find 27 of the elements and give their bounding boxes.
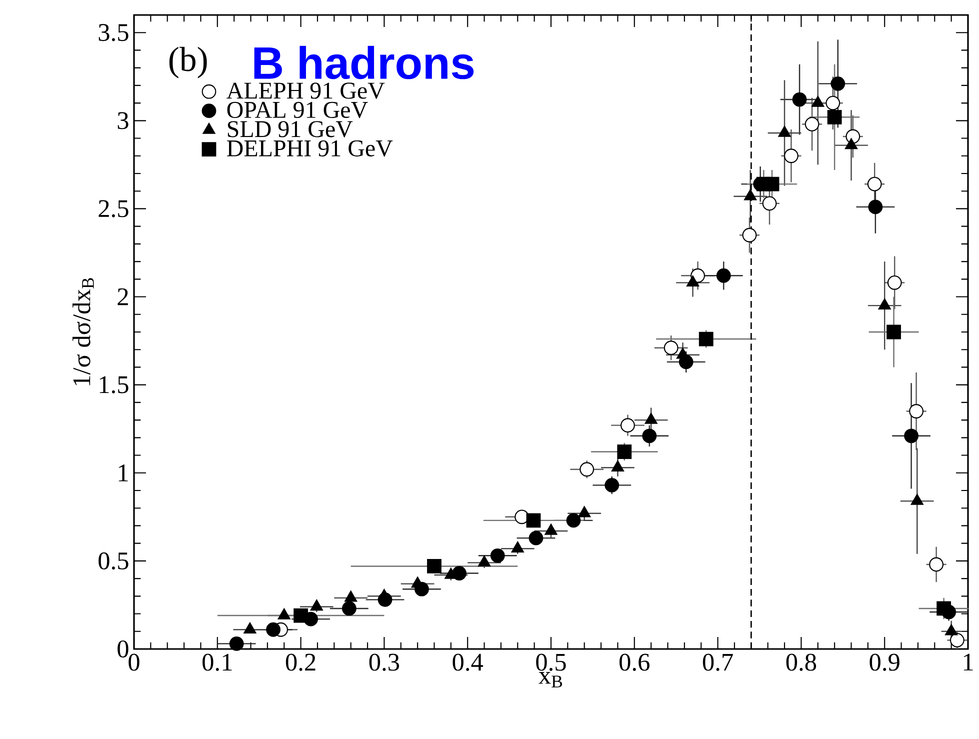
- x-tick-label: 0.2: [286, 654, 316, 671]
- x-tick-label: 0.8: [786, 654, 816, 671]
- y-tick-label: 2: [118, 288, 128, 306]
- y-tick-label: 3.5: [98, 24, 128, 42]
- x-tick-label: 0.4: [452, 654, 484, 671]
- x-tick-label: 1: [964, 654, 973, 670]
- y-tick-label: 1.5: [100, 376, 128, 394]
- y-tick-label: 0.5: [98, 552, 128, 570]
- x-axis-title: x$_{B}$: [538, 672, 562, 688]
- x-tick-label: 0.6: [620, 654, 650, 671]
- y-tick-label: 1: [118, 464, 128, 482]
- x-tick-label: 0.1: [202, 654, 232, 671]
- y-axis-title: 1/σ dσ/dx$_{B}$: [72, 278, 94, 386]
- legend-label: DELPHI 91 GeV: [227, 140, 393, 157]
- x-tick-label: 0.5: [536, 654, 566, 671]
- y-tick-label: 2.5: [98, 200, 128, 218]
- annotation: (b): [169, 46, 207, 78]
- text: B hadrons: [254, 46, 474, 80]
- y-tick-label: 3: [118, 112, 128, 130]
- legend-label: OPAL 91 GeV: [227, 102, 368, 118]
- x-tick-label: 0.9: [870, 654, 900, 671]
- x-tick-label: 0.7: [702, 654, 733, 671]
- legend-label: SLD 91 GeV: [228, 121, 353, 138]
- x-tick-label: 0.3: [369, 654, 400, 671]
- y-tick-label: 0: [118, 640, 128, 658]
- x-tick-label: 0: [128, 654, 140, 671]
- legend-label: ALEPH 91 GeV: [226, 82, 385, 99]
